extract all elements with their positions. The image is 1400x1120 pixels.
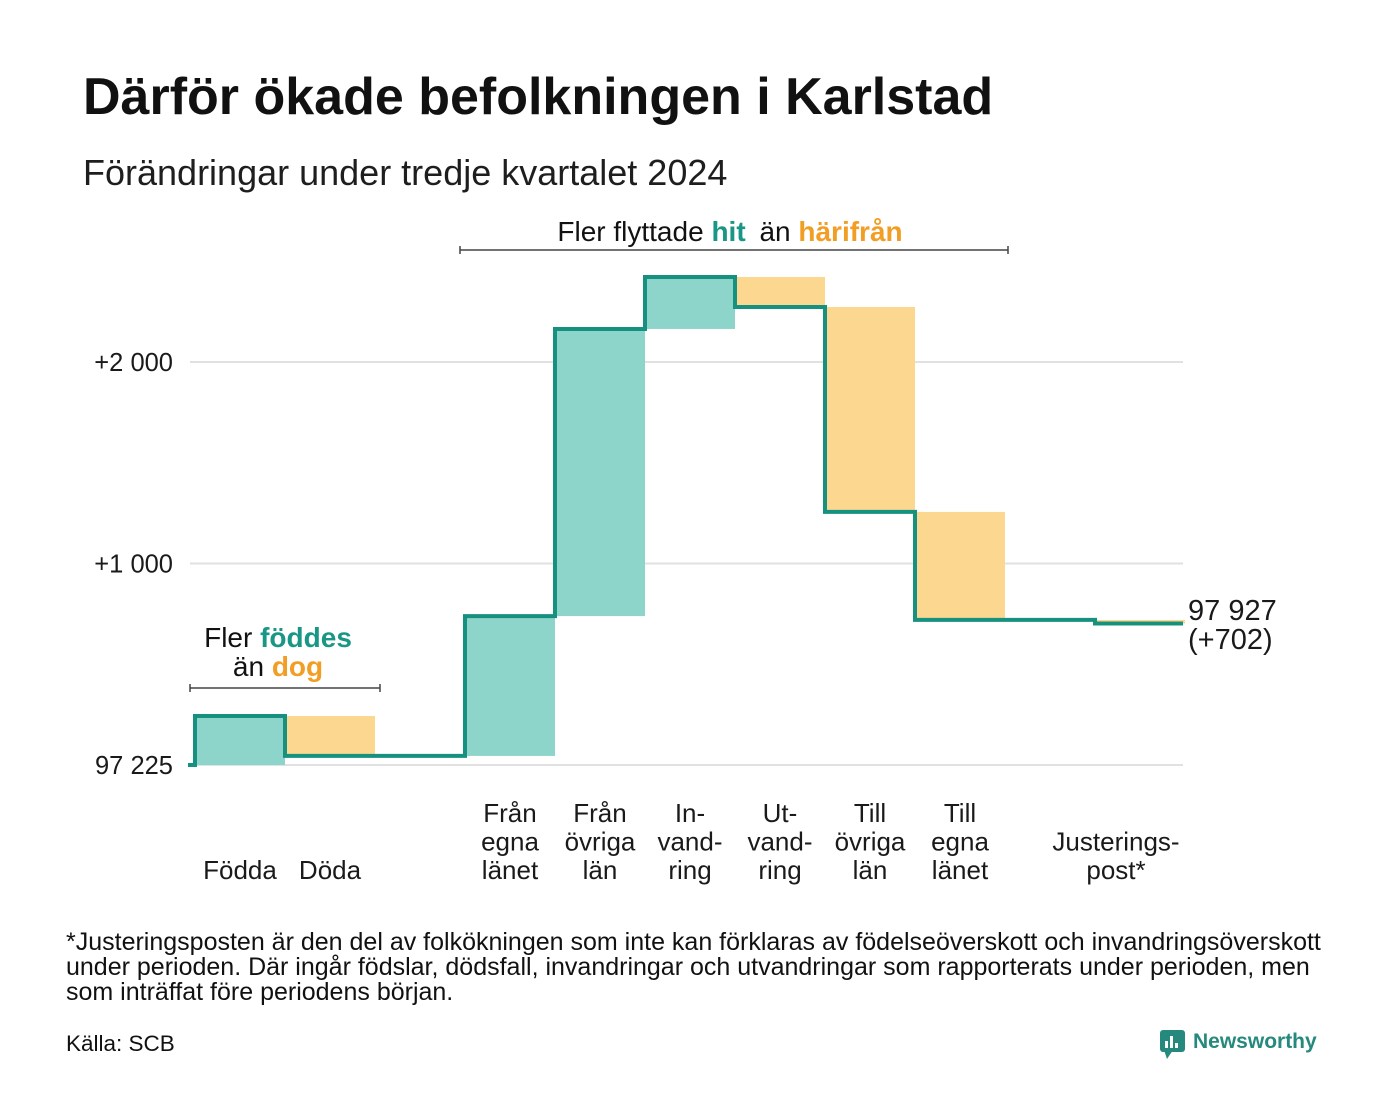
category-label: Justerings-post*	[1052, 827, 1179, 886]
chart-subtitle: Förändringar under tredje kvartalet 2024	[83, 152, 728, 193]
bar-increase	[645, 276, 735, 329]
category-label-line: Födda	[203, 855, 277, 885]
annotation-migration-hit: hit	[711, 216, 746, 247]
category-label-line: län	[583, 855, 618, 885]
category-label-line: ring	[668, 855, 711, 885]
brand-name: Newsworthy	[1193, 1030, 1317, 1053]
bracket-births	[189, 684, 381, 692]
category-label-line: Från	[483, 798, 536, 828]
bar-increase	[555, 328, 645, 617]
bar-increase	[195, 716, 285, 765]
category-label-line: län	[853, 855, 888, 885]
category-label: Födda	[203, 855, 277, 885]
category-label-line: länet	[932, 855, 989, 885]
category-label-line: egna	[931, 827, 989, 857]
annotation-births-born: föddes	[260, 622, 352, 653]
category-label: Från egna länet	[481, 798, 539, 885]
step-line	[188, 274, 1183, 767]
annotation-births-pre: Fler	[204, 622, 253, 653]
y-tick-label: 97 225	[95, 752, 173, 780]
category-label: Ut-vand-ring	[747, 798, 812, 885]
bar-increase	[465, 616, 555, 756]
y-tick-label: +1 000	[94, 551, 173, 579]
footnote-line: *Justeringsposten är den del av folkökni…	[66, 928, 1321, 956]
end-label-change: (+702)	[1188, 624, 1273, 656]
category-label-line: egna	[481, 827, 539, 857]
annotation-births: Fler föddes än dog	[178, 623, 378, 681]
footnote-line: som inträffat före periodens början.	[66, 978, 454, 1006]
chart-title: Därför ökade befolkningen i Karlstad	[83, 68, 994, 126]
category-label: Till övriga län	[835, 798, 906, 885]
gridlines	[190, 361, 1183, 766]
annotation-births-line-1: Fler föddes	[178, 623, 378, 652]
category-label-line: post*	[1086, 855, 1145, 885]
category-label-line: vand-	[747, 827, 812, 857]
category-label: Döda	[299, 855, 362, 885]
bracket-migration	[459, 246, 1009, 254]
end-label: 97 927 (+702)	[1188, 595, 1277, 656]
annotation-migration: Fler flyttade hit än härifrån	[430, 216, 1030, 248]
footnote: *Justeringsposten är den del av folkökni…	[66, 930, 1321, 1005]
category-label-line: Döda	[299, 855, 362, 885]
annotation-migration-pre: Fler flyttade	[557, 216, 704, 247]
footnote-line: under perioden. Där ingår födslar, dödsf…	[66, 953, 1310, 981]
bar-decrease	[915, 511, 1005, 620]
annotation-births-line-2: än dog	[178, 652, 378, 681]
category-label-line: Till	[854, 798, 886, 828]
category-label: In-vand-ring	[657, 798, 722, 885]
y-axis-labels: 97 225 +1 000 +2 000	[94, 349, 173, 780]
y-tick-label: +2 000	[94, 349, 173, 377]
category-label: Till egna länet	[931, 798, 989, 885]
source-credit: Källa: SCB	[66, 1031, 175, 1056]
newsworthy-logo-icon	[1160, 1030, 1185, 1059]
category-label-line: länet	[482, 855, 539, 885]
category-label-line: ring	[758, 855, 801, 885]
category-label-line: Justerings-	[1052, 827, 1179, 857]
bars	[195, 276, 1185, 765]
category-label: Från övriga län	[565, 798, 636, 885]
annotation-migration-away: härifrån	[798, 216, 903, 247]
category-label-line: Från	[573, 798, 626, 828]
category-label-line: övriga	[565, 827, 636, 857]
end-label-total: 97 927	[1188, 595, 1277, 627]
bar-decrease	[825, 306, 915, 512]
category-label-line: Ut-	[763, 798, 798, 828]
bar-decrease	[735, 276, 825, 307]
annotation-births-mid: än	[232, 651, 265, 682]
category-label-line: Till	[944, 798, 976, 828]
category-label-line: In-	[675, 798, 705, 828]
annotation-births-died: dog	[271, 651, 324, 682]
category-label-line: vand-	[657, 827, 722, 857]
bar-decrease	[285, 716, 375, 756]
annotation-migration-mid: än	[759, 216, 791, 247]
category-label-line: övriga	[835, 827, 906, 857]
